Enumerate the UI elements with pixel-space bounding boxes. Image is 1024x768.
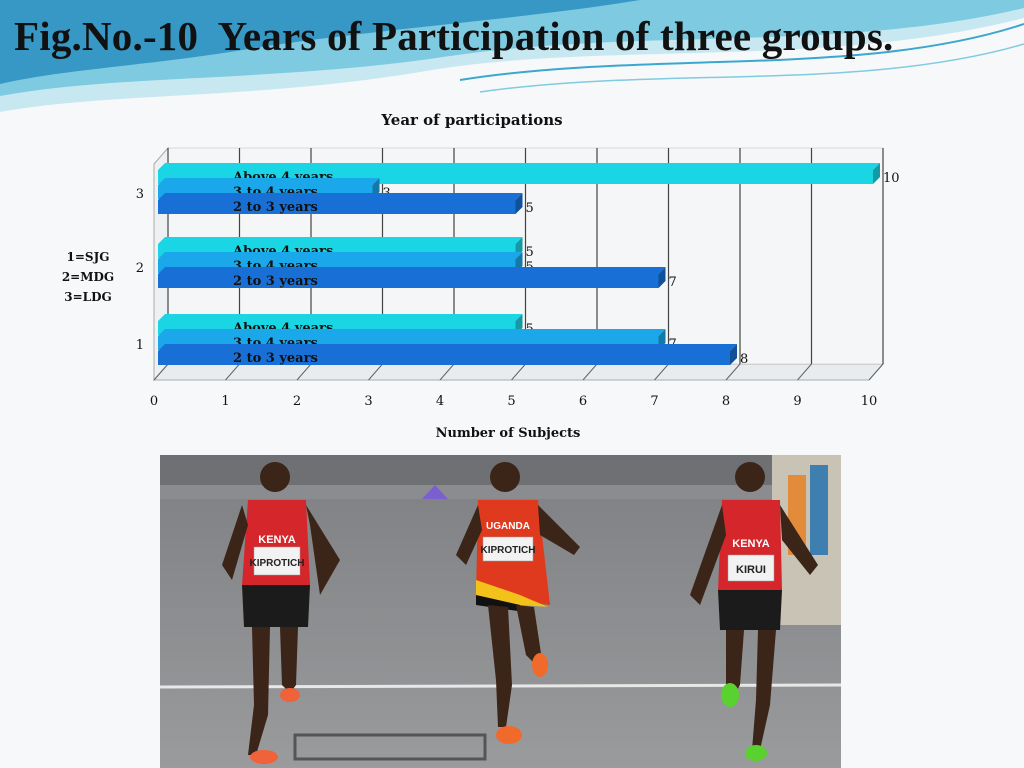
x-tick-label: 0	[150, 394, 158, 409]
data-label: 5	[526, 245, 534, 260]
x-axis-label: Number of Subjects	[436, 426, 581, 441]
runner-middle: KIPROTICH UGANDA	[456, 462, 580, 744]
bar-series-label: 2 to 3 years	[233, 351, 318, 366]
jersey-text: KENYA	[732, 538, 770, 550]
bar-side	[873, 163, 880, 184]
gridline-floor	[153, 363, 169, 381]
bar-top	[158, 344, 737, 351]
bar-side	[515, 193, 523, 214]
bar-side	[730, 344, 737, 365]
bar-side	[658, 267, 666, 288]
group-key-item: 1=SJG	[67, 250, 110, 264]
gridline-floor	[797, 363, 812, 381]
runner-bib: KIPROTICH	[250, 558, 305, 569]
runner-right: KIRUI KENYA	[690, 462, 818, 761]
jersey-text: UGANDA	[486, 521, 530, 532]
bar-top	[158, 193, 523, 200]
bar-face	[158, 274, 659, 288]
bar: 2 to 3 years 7	[158, 267, 677, 290]
bar-top	[158, 329, 666, 336]
x-tick-label: 8	[722, 394, 730, 409]
bar-top	[158, 237, 523, 244]
group-key-item: 3=LDG	[64, 290, 112, 304]
data-label: 5	[526, 201, 534, 216]
bar-face	[158, 351, 730, 365]
bar: 2 to 3 years 8	[158, 344, 748, 367]
x-tick-label: 6	[579, 394, 587, 409]
slide-title: Fig.No.-10 Years of Participation of thr…	[14, 13, 894, 59]
gridline-floor	[368, 363, 383, 381]
x-tick-label: 2	[293, 394, 301, 409]
x-tick-label: 3	[364, 394, 372, 409]
bar: 2 to 3 years 5	[158, 193, 534, 216]
gridline-floor	[582, 363, 598, 381]
runner-bib: KIPROTICH	[481, 545, 536, 556]
gridline-floor	[296, 363, 312, 381]
data-label: 8	[740, 352, 748, 367]
x-tick-label: 10	[861, 394, 878, 409]
y-tick-label: 3	[136, 187, 144, 202]
group-key-item: 2=MDG	[62, 270, 114, 284]
x-tick-label: 5	[507, 394, 515, 409]
data-label: 7	[669, 275, 677, 290]
marathon-photo: KIPROTICH KENYA KIPROTICH UGANDA	[160, 455, 841, 768]
gridline-floor	[725, 363, 741, 381]
gridline-floor	[654, 363, 669, 381]
runner-bib: KIRUI	[736, 564, 766, 576]
runner-left: KIPROTICH KENYA	[222, 462, 340, 764]
bar-top	[158, 252, 523, 259]
gridline-floor	[511, 363, 526, 381]
bar-top	[158, 178, 380, 185]
bar-face	[158, 200, 516, 214]
bar-top	[158, 163, 880, 170]
gridline-floor	[225, 363, 240, 381]
group-key: 1=SJG 2=MDG 3=LDG	[62, 250, 114, 304]
bar-top	[158, 267, 666, 274]
bar-series-label: 2 to 3 years	[233, 274, 318, 289]
jersey-text: KENYA	[258, 534, 296, 546]
bar-top	[158, 314, 523, 321]
x-tick-label: 1	[221, 394, 229, 409]
gridline-floor	[868, 363, 884, 381]
x-tick-label: 7	[650, 394, 658, 409]
x-tick-label: 9	[793, 394, 801, 409]
y-tick-label: 1	[136, 338, 144, 353]
chart-title: Year of participations	[380, 111, 562, 129]
gridline-floor	[439, 363, 455, 381]
x-tick-label: 4	[436, 394, 444, 409]
bar-series-label: 2 to 3 years	[233, 200, 318, 215]
data-label: 10	[883, 171, 900, 186]
y-tick-label: 2	[136, 261, 144, 276]
